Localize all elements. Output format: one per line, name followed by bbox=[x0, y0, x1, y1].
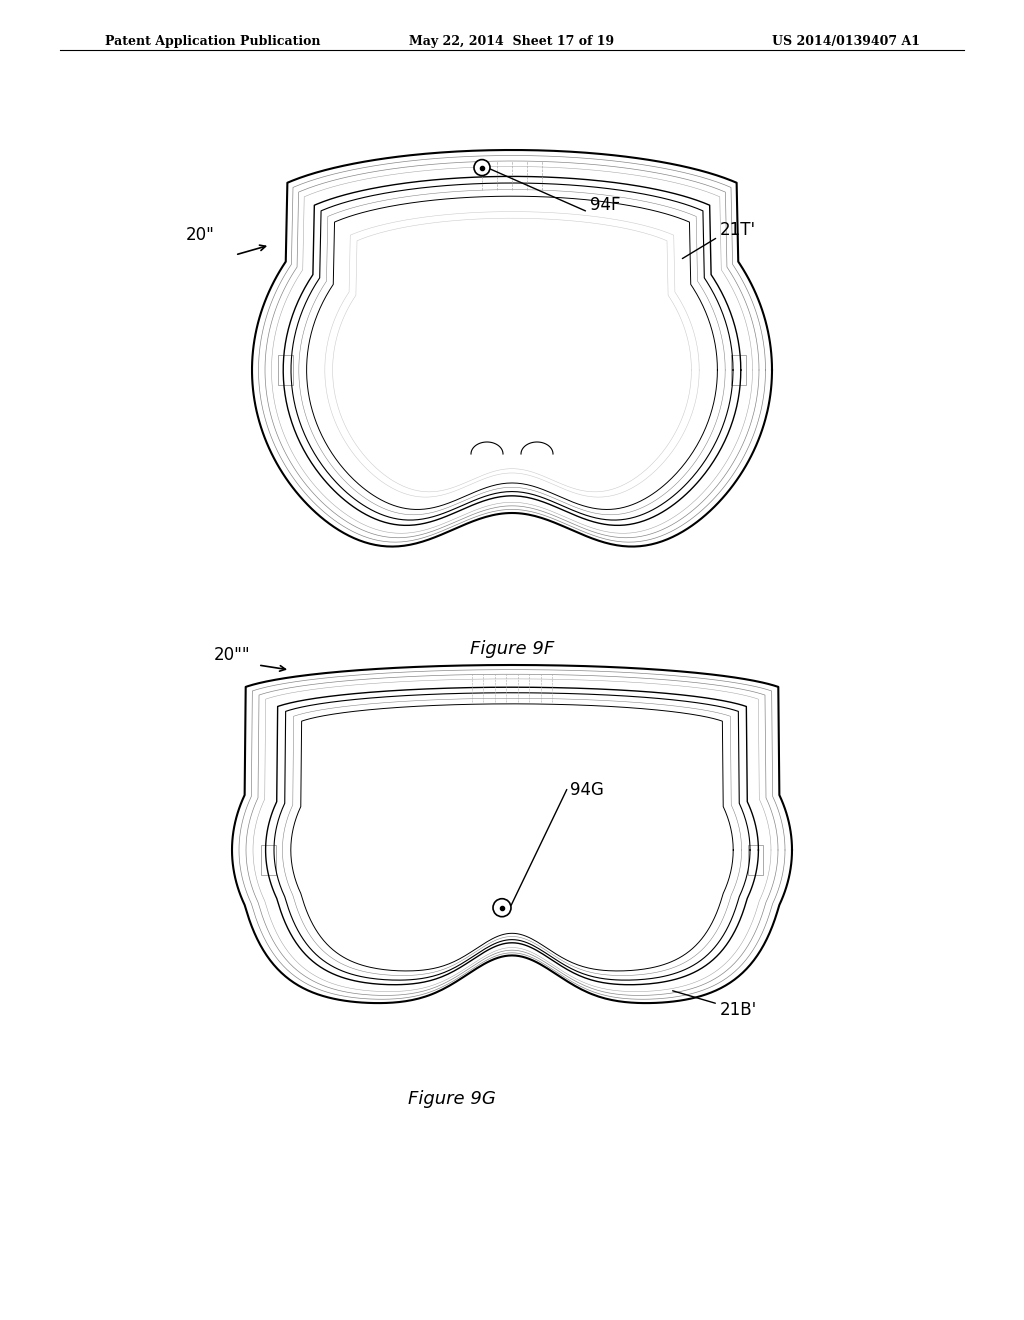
Text: 94F: 94F bbox=[590, 195, 621, 214]
Bar bbox=[731, 355, 746, 385]
Circle shape bbox=[474, 160, 490, 176]
Text: Figure 9G: Figure 9G bbox=[408, 1090, 496, 1107]
Bar bbox=[261, 845, 275, 875]
Bar bbox=[749, 845, 763, 875]
Text: US 2014/0139407 A1: US 2014/0139407 A1 bbox=[772, 36, 920, 48]
Text: Patent Application Publication: Patent Application Publication bbox=[105, 36, 321, 48]
Text: Figure 9F: Figure 9F bbox=[470, 640, 554, 657]
Text: 20"": 20"" bbox=[213, 645, 250, 664]
Text: 20": 20" bbox=[186, 226, 215, 244]
Bar bbox=[278, 355, 293, 385]
Text: 21B': 21B' bbox=[720, 1001, 758, 1019]
Circle shape bbox=[493, 899, 511, 916]
Text: 21T': 21T' bbox=[720, 220, 756, 239]
Text: 94G: 94G bbox=[570, 781, 604, 799]
Text: May 22, 2014  Sheet 17 of 19: May 22, 2014 Sheet 17 of 19 bbox=[410, 36, 614, 48]
